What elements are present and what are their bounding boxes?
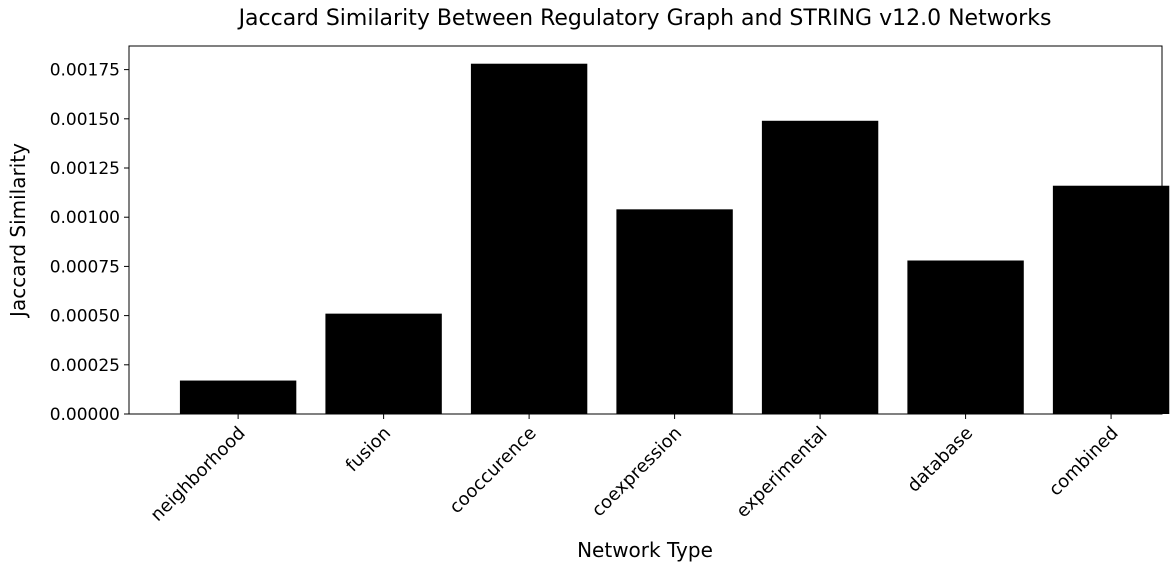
x-tick-label: neighborhood: [147, 423, 250, 526]
bar-fusion: [325, 313, 442, 414]
y-tick-label: 0.00050: [50, 307, 120, 327]
x-tick-label: database: [903, 423, 977, 497]
y-tick-label: 0.00150: [50, 110, 120, 130]
bar-neighborhood: [179, 380, 297, 414]
bar-cooccurence: [470, 63, 588, 415]
x-axis-label: Network Type: [577, 538, 713, 562]
bar-coexpression: [616, 209, 733, 414]
bar-experimental: [761, 120, 879, 414]
y-tick-label: 0.00025: [50, 356, 120, 376]
x-tick-label: combined: [1045, 423, 1123, 501]
x-tick-label: fusion: [342, 423, 395, 476]
x-tick-label: coexpression: [588, 423, 686, 521]
y-tick-label: 0.00175: [50, 61, 120, 81]
x-tick-label: experimental: [732, 423, 831, 522]
plot-frame: [128, 45, 1163, 415]
bar-database: [907, 260, 1024, 414]
y-tick-label: 0.00000: [50, 405, 120, 425]
y-tick-label: 0.00075: [50, 257, 120, 277]
x-tick-label: cooccurence: [445, 423, 540, 518]
chart-title: Jaccard Similarity Between Regulatory Gr…: [238, 6, 1052, 31]
y-tick-label: 0.00100: [50, 208, 120, 228]
bar-combined: [1052, 185, 1170, 414]
y-tick-label: 0.00125: [50, 159, 120, 179]
